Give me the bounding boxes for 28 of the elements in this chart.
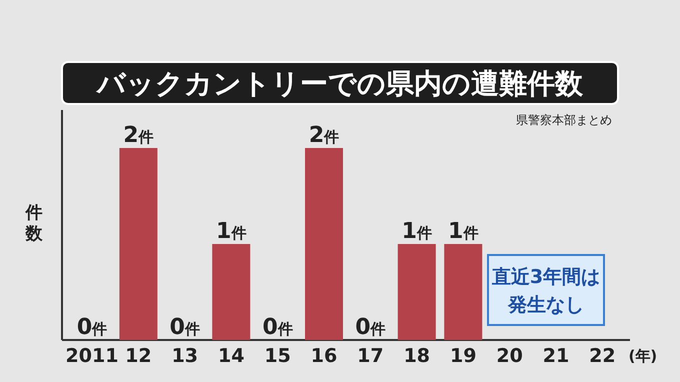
x-tick-label: 16 — [310, 345, 338, 367]
x-axis-title: (年) — [628, 347, 658, 365]
data-label: 0件 — [262, 315, 293, 340]
data-label: 1件 — [448, 219, 478, 244]
chart-title: バックカントリーでの県内の遭難件数 — [95, 67, 584, 100]
x-tick-label: 14 — [218, 345, 244, 367]
text: 県警察本部まとめ — [516, 113, 612, 127]
annotation: 直近3年間は発生なし — [490, 266, 600, 316]
data-label: 2件 — [308, 123, 340, 148]
x-tick-label: 22 — [589, 345, 616, 367]
x-tick-label: 20 — [496, 345, 523, 367]
x-tick-label: 12 — [125, 345, 152, 367]
y-axis-title: 件数 — [24, 203, 44, 244]
x-tick-label: 13 — [172, 345, 198, 367]
data-label: 0件 — [76, 315, 108, 340]
x-tick-label: 15 — [264, 345, 291, 367]
x-tick-label: 18 — [404, 345, 430, 367]
data-label: 1件 — [216, 219, 246, 244]
x-tick-label: 19 — [450, 345, 476, 367]
data-label: 1件 — [402, 219, 432, 244]
data-label: 0件 — [170, 315, 200, 340]
x-tick-label: 21 — [542, 345, 570, 367]
note: 直近3年間は発生なし — [487, 254, 605, 326]
title: バックカントリーでの県内の遭難件数 — [61, 61, 619, 105]
x-tick-label: 17 — [357, 345, 384, 367]
data-label: 2件 — [123, 123, 154, 148]
x-tick-label: 2011 — [66, 345, 118, 367]
data-label: 0件 — [355, 315, 386, 340]
